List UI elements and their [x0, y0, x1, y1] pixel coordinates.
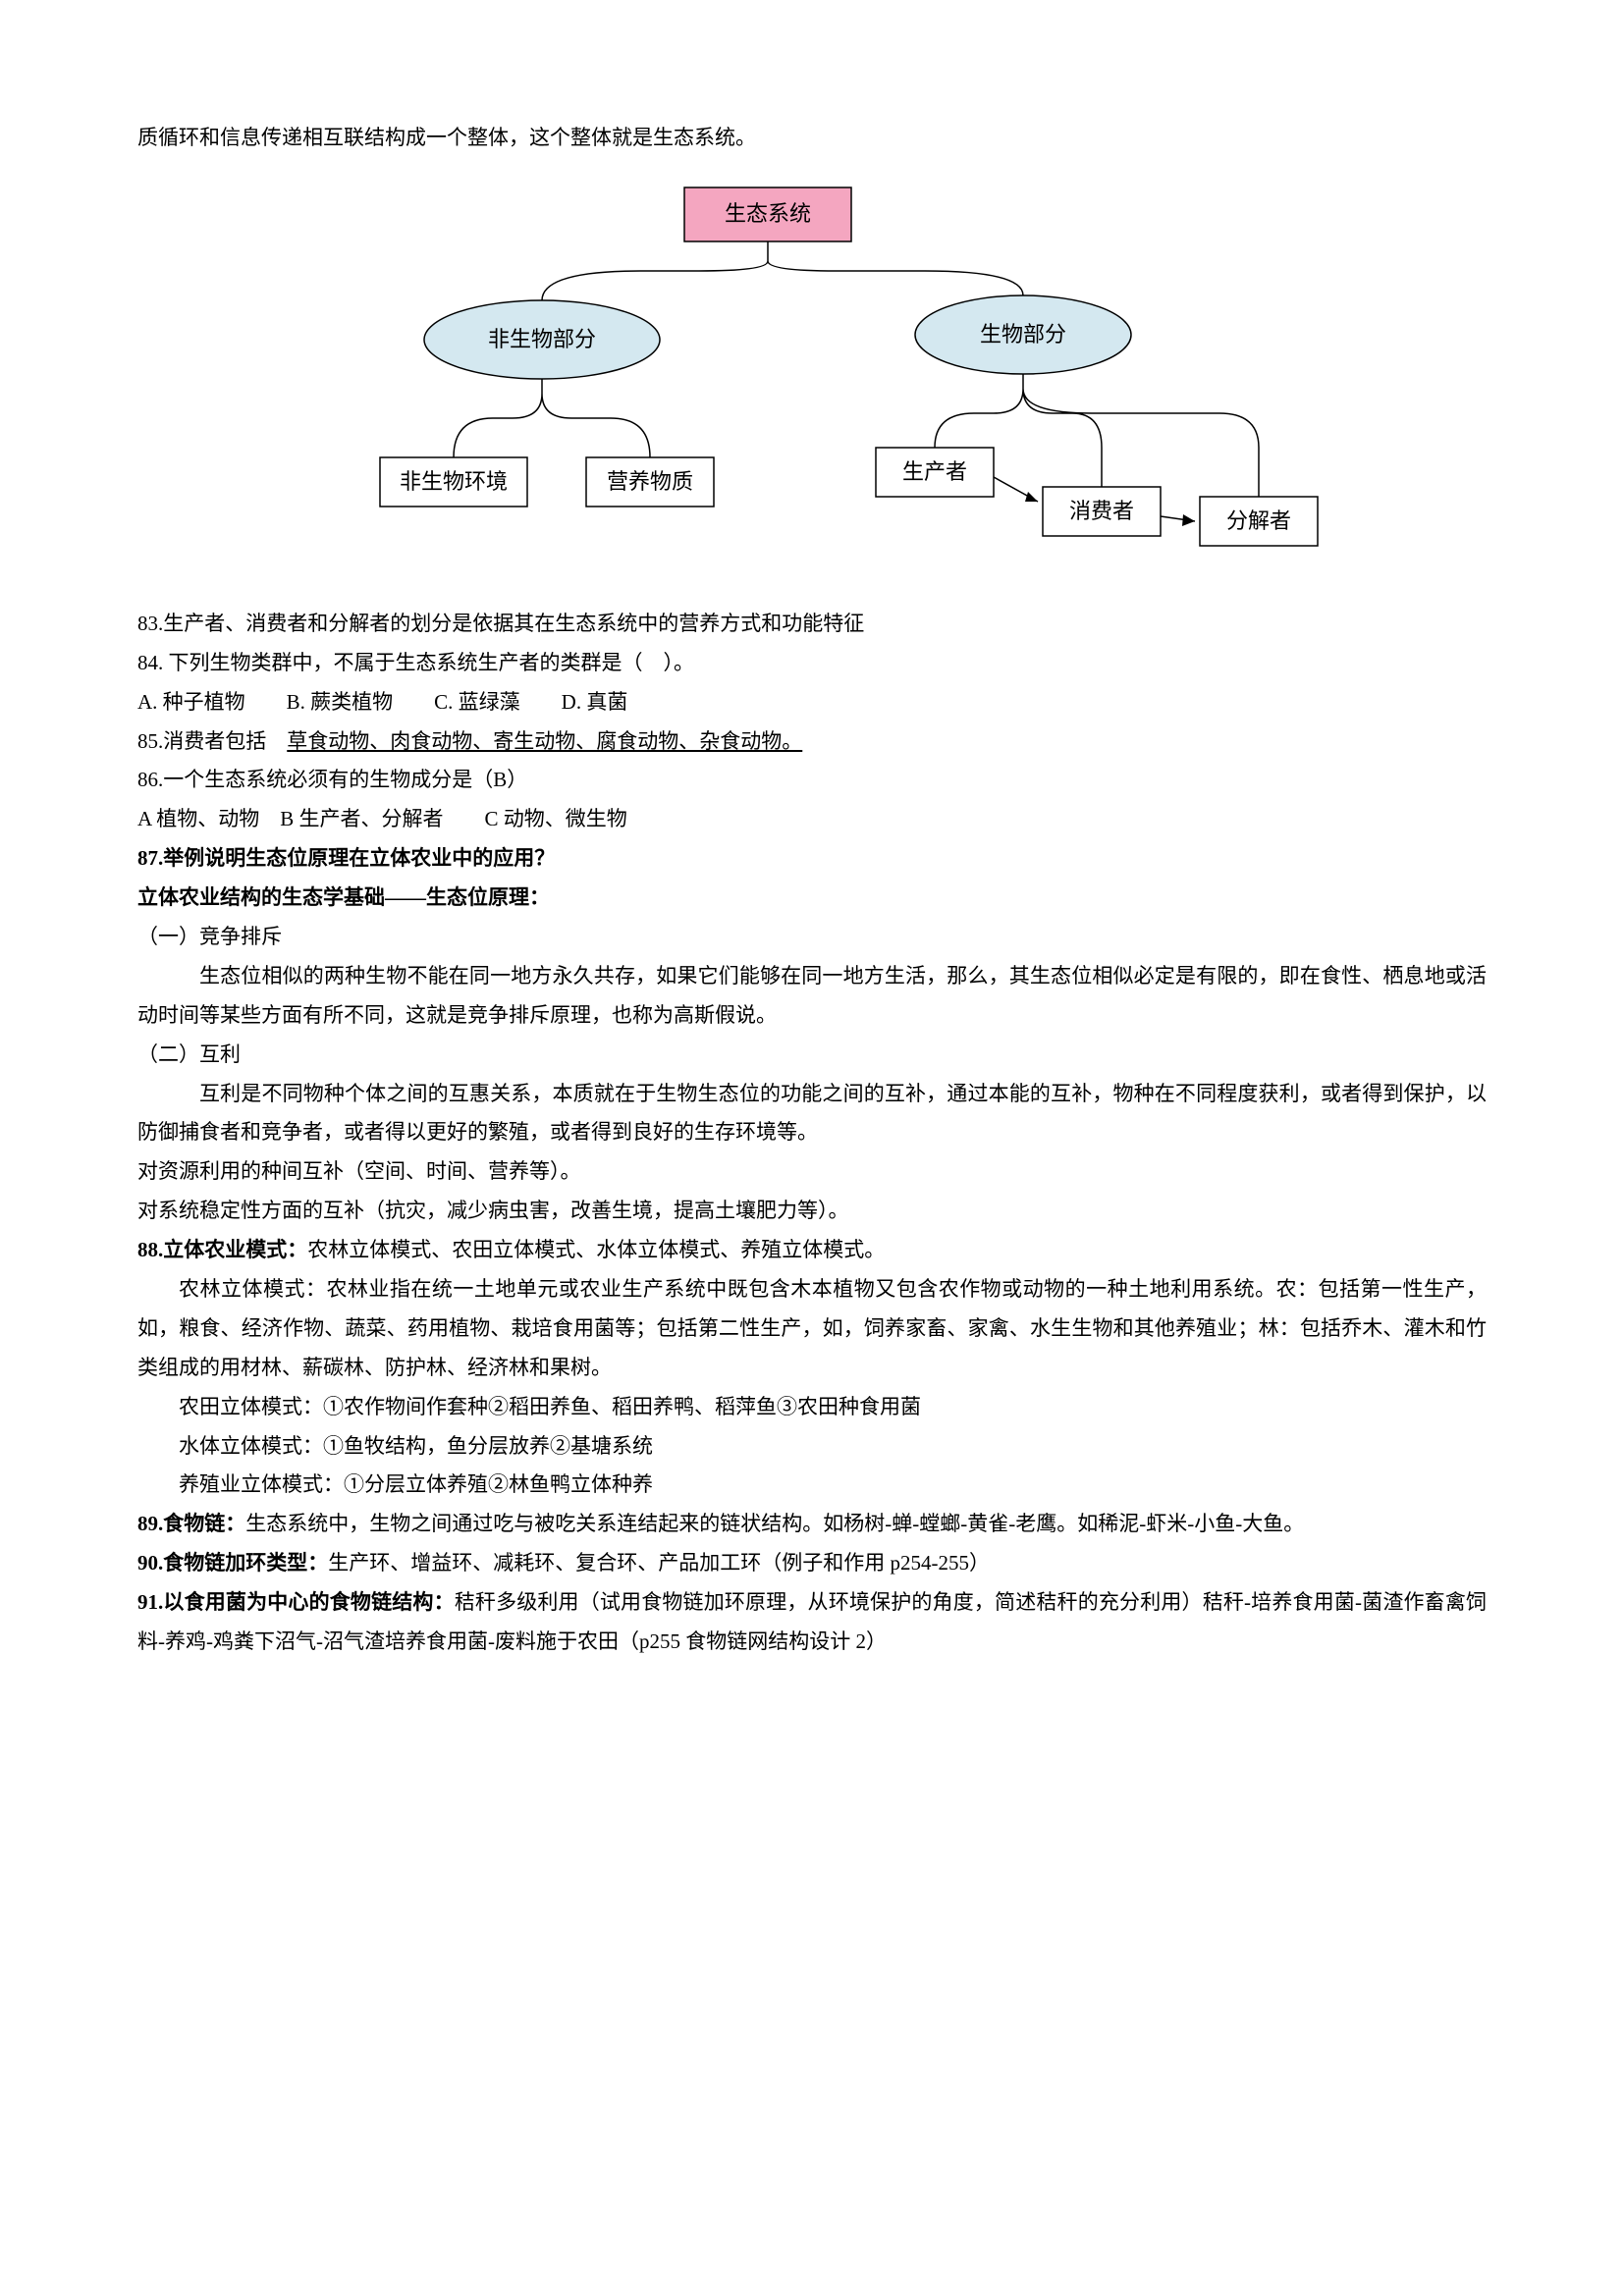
item-88-p4: 养殖业立体模式：①分层立体养殖②林鱼鸭立体种养	[137, 1466, 1487, 1505]
item-88-text: 农林立体模式、农田立体模式、水体立体模式、养殖立体模式。	[307, 1238, 885, 1261]
arrowhead-1	[1025, 492, 1038, 502]
text-content: 83.生产者、消费者和分解者的划分是依据其在生态系统中的营养方式和功能特征 84…	[137, 605, 1487, 1662]
item-87-sub2: （二）互利	[137, 1036, 1487, 1075]
label-abiotic-env: 非生物环境	[400, 469, 508, 494]
ecosystem-diagram: 生态系统 非生物部分 生物部分 非生物环境 营养物质 生产者 消费者 分解者	[137, 173, 1487, 565]
item-85-prefix: 85.消费者包括	[137, 729, 287, 753]
label-producer: 生产者	[902, 459, 967, 484]
item-87-title: 立体农业结构的生态学基础——生态位原理：	[137, 879, 1487, 918]
item-87-sub2-p3: 对系统稳定性方面的互补（抗灾，减少病虫害，改善生境，提高土壤肥力等）。	[137, 1192, 1487, 1231]
item-88: 88.立体农业模式：农林立体模式、农田立体模式、水体立体模式、养殖立体模式。	[137, 1231, 1487, 1270]
label-abiotic: 非生物部分	[488, 327, 596, 351]
diagram-svg: 生态系统 非生物部分 生物部分 非生物环境 营养物质 生产者 消费者 分解者	[247, 173, 1377, 565]
item-90-text: 生产环、增益环、减耗环、复合环、产品加工环（例子和作用 p254-255）	[328, 1551, 990, 1575]
intro-paragraph: 质循环和信息传递相互联结构成一个整体，这个整体就是生态系统。	[137, 119, 1487, 158]
item-85-underline: 草食动物、肉食动物、寄生动物、腐食动物、杂食动物。	[287, 729, 802, 753]
item-91: 91.以食用菌为中心的食物链结构：秸秆多级利用（试用食物链加环原理，从环境保护的…	[137, 1583, 1487, 1662]
item-86: 86.一个生态系统必须有的生物成分是（B）	[137, 761, 1487, 800]
item-88-p1: 农林立体模式：农林业指在统一土地单元或农业生产系统中既包含木本植物又包含农作物或…	[137, 1270, 1487, 1388]
item-89-text: 生态系统中，生物之间通过吃与被吃关系连结起来的链状结构。如杨树-蝉-螳螂-黄雀-…	[245, 1512, 1304, 1535]
item-90: 90.食物链加环类型：生产环、增益环、减耗环、复合环、产品加工环（例子和作用 p…	[137, 1544, 1487, 1583]
item-85: 85.消费者包括 草食动物、肉食动物、寄生动物、腐食动物、杂食动物。	[137, 722, 1487, 762]
arrowhead-2	[1182, 514, 1195, 526]
item-87-sub2-p1: 互利是不同物种个体之间的互惠关系，本质就在于生物生态位的功能之间的互补，通过本能…	[137, 1075, 1487, 1153]
item-89-prefix: 89.食物链：	[137, 1512, 245, 1535]
brace-biotic	[935, 389, 1259, 448]
label-decomposer: 分解者	[1226, 508, 1291, 533]
item-84: 84. 下列生物类群中，不属于生态系统生产者的类群是（ ）。	[137, 644, 1487, 683]
item-91-prefix: 91.以食用菌为中心的食物链结构：	[137, 1590, 455, 1614]
brace-root	[542, 261, 1023, 300]
label-consumer: 消费者	[1069, 499, 1134, 523]
item-83: 83.生产者、消费者和分解者的划分是依据其在生态系统中的营养方式和功能特征	[137, 605, 1487, 644]
label-biotic: 生物部分	[980, 322, 1066, 347]
item-89: 89.食物链：生态系统中，生物之间通过吃与被吃关系连结起来的链状结构。如杨树-蝉…	[137, 1505, 1487, 1544]
label-nutrients: 营养物质	[607, 469, 693, 494]
item-87-sub1-p1: 生态位相似的两种生物不能在同一地方永久共存，如果它们能够在同一地方生活，那么，其…	[137, 957, 1487, 1036]
item-87-sub2-p2: 对资源利用的种间互补（空间、时间、营养等）。	[137, 1152, 1487, 1192]
item-87-sub1: （一）竞争排斥	[137, 918, 1487, 957]
brace-abiotic	[454, 394, 650, 457]
item-88-p2: 农田立体模式：①农作物间作套种②稻田养鱼、稻田养鸭、稻萍鱼③农田种食用菌	[137, 1388, 1487, 1427]
root-label: 生态系统	[725, 201, 811, 226]
item-84-options: A. 种子植物 B. 蕨类植物 C. 蓝绿藻 D. 真菌	[137, 683, 1487, 722]
item-88-prefix: 88.立体农业模式：	[137, 1238, 307, 1261]
item-87-question: 87.举例说明生态位原理在立体农业中的应用？	[137, 839, 1487, 879]
item-88-p3: 水体立体模式：①鱼牧结构，鱼分层放养②基塘系统	[137, 1427, 1487, 1467]
item-86-options: A 植物、动物 B 生产者、分解者 C 动物、微生物	[137, 800, 1487, 839]
item-90-prefix: 90.食物链加环类型：	[137, 1551, 328, 1575]
